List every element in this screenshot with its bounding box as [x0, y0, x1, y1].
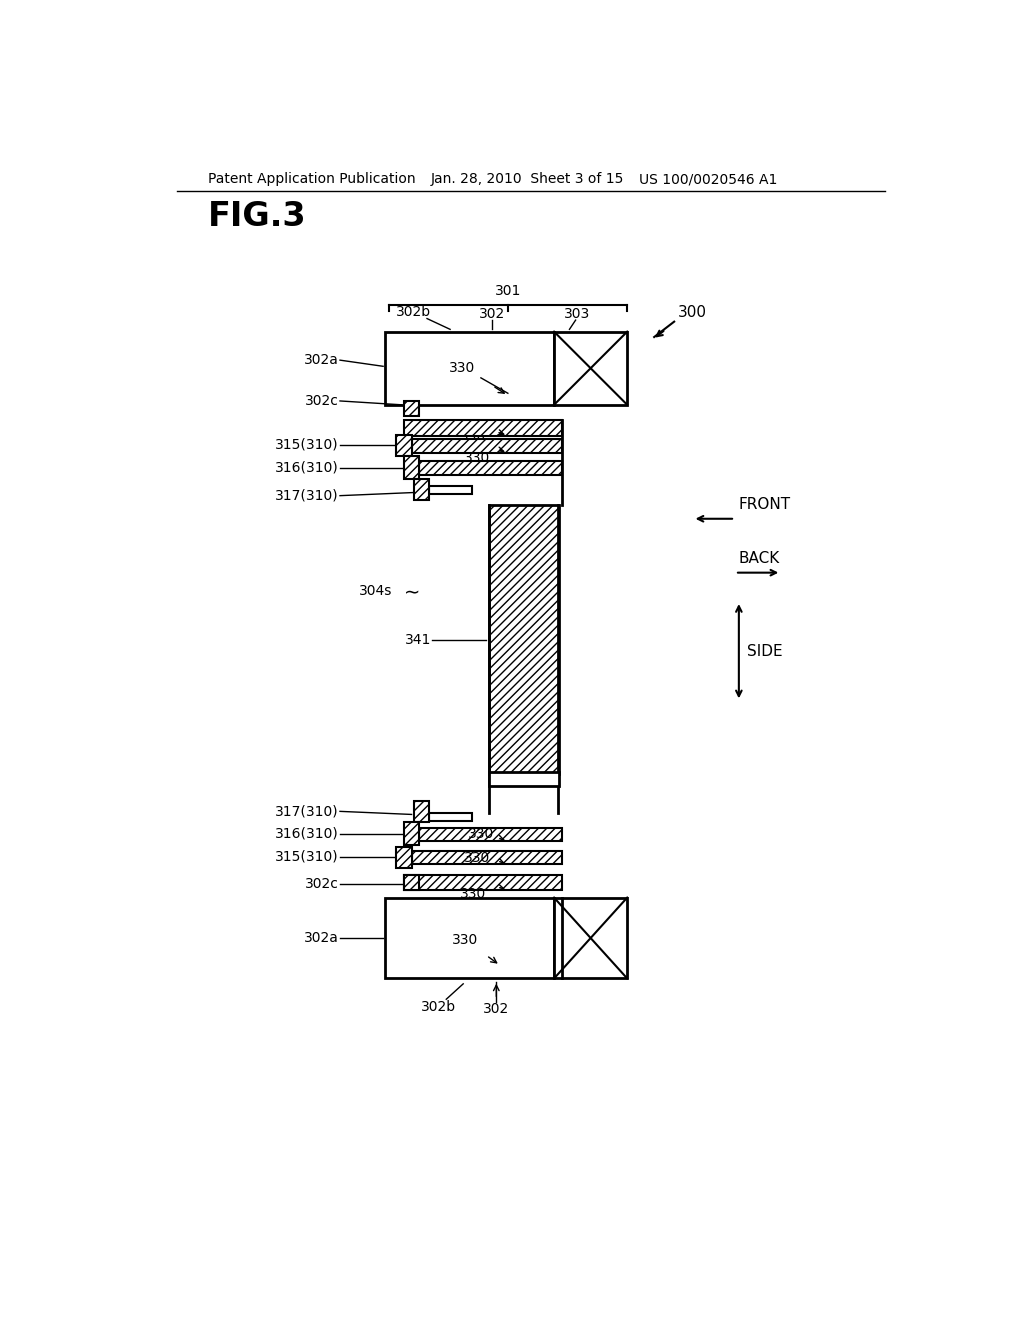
Text: Patent Application Publication: Patent Application Publication	[208, 172, 415, 186]
Bar	[488, 506, 559, 775]
Bar	[403, 401, 419, 416]
Text: 317(310): 317(310)	[274, 804, 339, 818]
Bar	[403, 875, 419, 890]
Text: 300: 300	[678, 305, 708, 319]
Text: 341: 341	[404, 632, 431, 647]
Bar	[488, 772, 559, 785]
Text: FRONT: FRONT	[739, 498, 791, 512]
Bar	[403, 420, 562, 436]
Bar	[414, 479, 429, 500]
Bar	[396, 847, 412, 869]
Bar	[396, 434, 412, 457]
Text: US 100/0020546 A1: US 100/0020546 A1	[639, 172, 777, 186]
Text: 330: 330	[449, 360, 475, 375]
Bar	[412, 438, 562, 453]
Text: 330: 330	[464, 850, 490, 865]
Text: BACK: BACK	[739, 552, 780, 566]
Text: 316(310): 316(310)	[274, 461, 339, 475]
Bar	[419, 828, 562, 841]
Text: 302c: 302c	[304, 393, 339, 408]
Bar	[403, 875, 562, 890]
Bar	[429, 487, 472, 494]
Text: 316(310): 316(310)	[274, 826, 339, 841]
Bar	[412, 850, 562, 865]
Text: 302b: 302b	[396, 305, 431, 319]
Text: ∼: ∼	[403, 583, 420, 602]
Text: 302a: 302a	[303, 931, 339, 945]
Bar	[385, 898, 554, 978]
Text: 330: 330	[460, 887, 486, 900]
Text: 330: 330	[460, 434, 486, 447]
Bar	[403, 455, 419, 479]
Text: 330: 330	[453, 933, 478, 946]
Text: Jan. 28, 2010  Sheet 3 of 15: Jan. 28, 2010 Sheet 3 of 15	[431, 172, 625, 186]
Bar	[429, 813, 472, 821]
Text: 302c: 302c	[304, 876, 339, 891]
Text: 302: 302	[479, 308, 506, 321]
Text: 304s: 304s	[359, 585, 392, 598]
Text: 330: 330	[464, 451, 490, 465]
Text: 317(310): 317(310)	[274, 488, 339, 503]
Text: 303: 303	[564, 308, 590, 321]
Bar	[554, 898, 628, 978]
Bar	[403, 822, 419, 845]
Text: 302: 302	[483, 1002, 509, 1016]
Text: 330: 330	[468, 828, 494, 841]
Bar	[414, 800, 429, 822]
Bar	[554, 331, 628, 405]
Bar	[385, 331, 554, 405]
Text: FIG.3: FIG.3	[208, 199, 306, 232]
Text: 302b: 302b	[421, 1001, 456, 1014]
Text: 301: 301	[495, 284, 521, 298]
Bar	[419, 461, 562, 475]
Text: 315(310): 315(310)	[274, 438, 339, 451]
Text: 315(310): 315(310)	[274, 850, 339, 863]
Text: 302a: 302a	[303, 354, 339, 367]
Text: SIDE: SIDE	[746, 644, 782, 659]
